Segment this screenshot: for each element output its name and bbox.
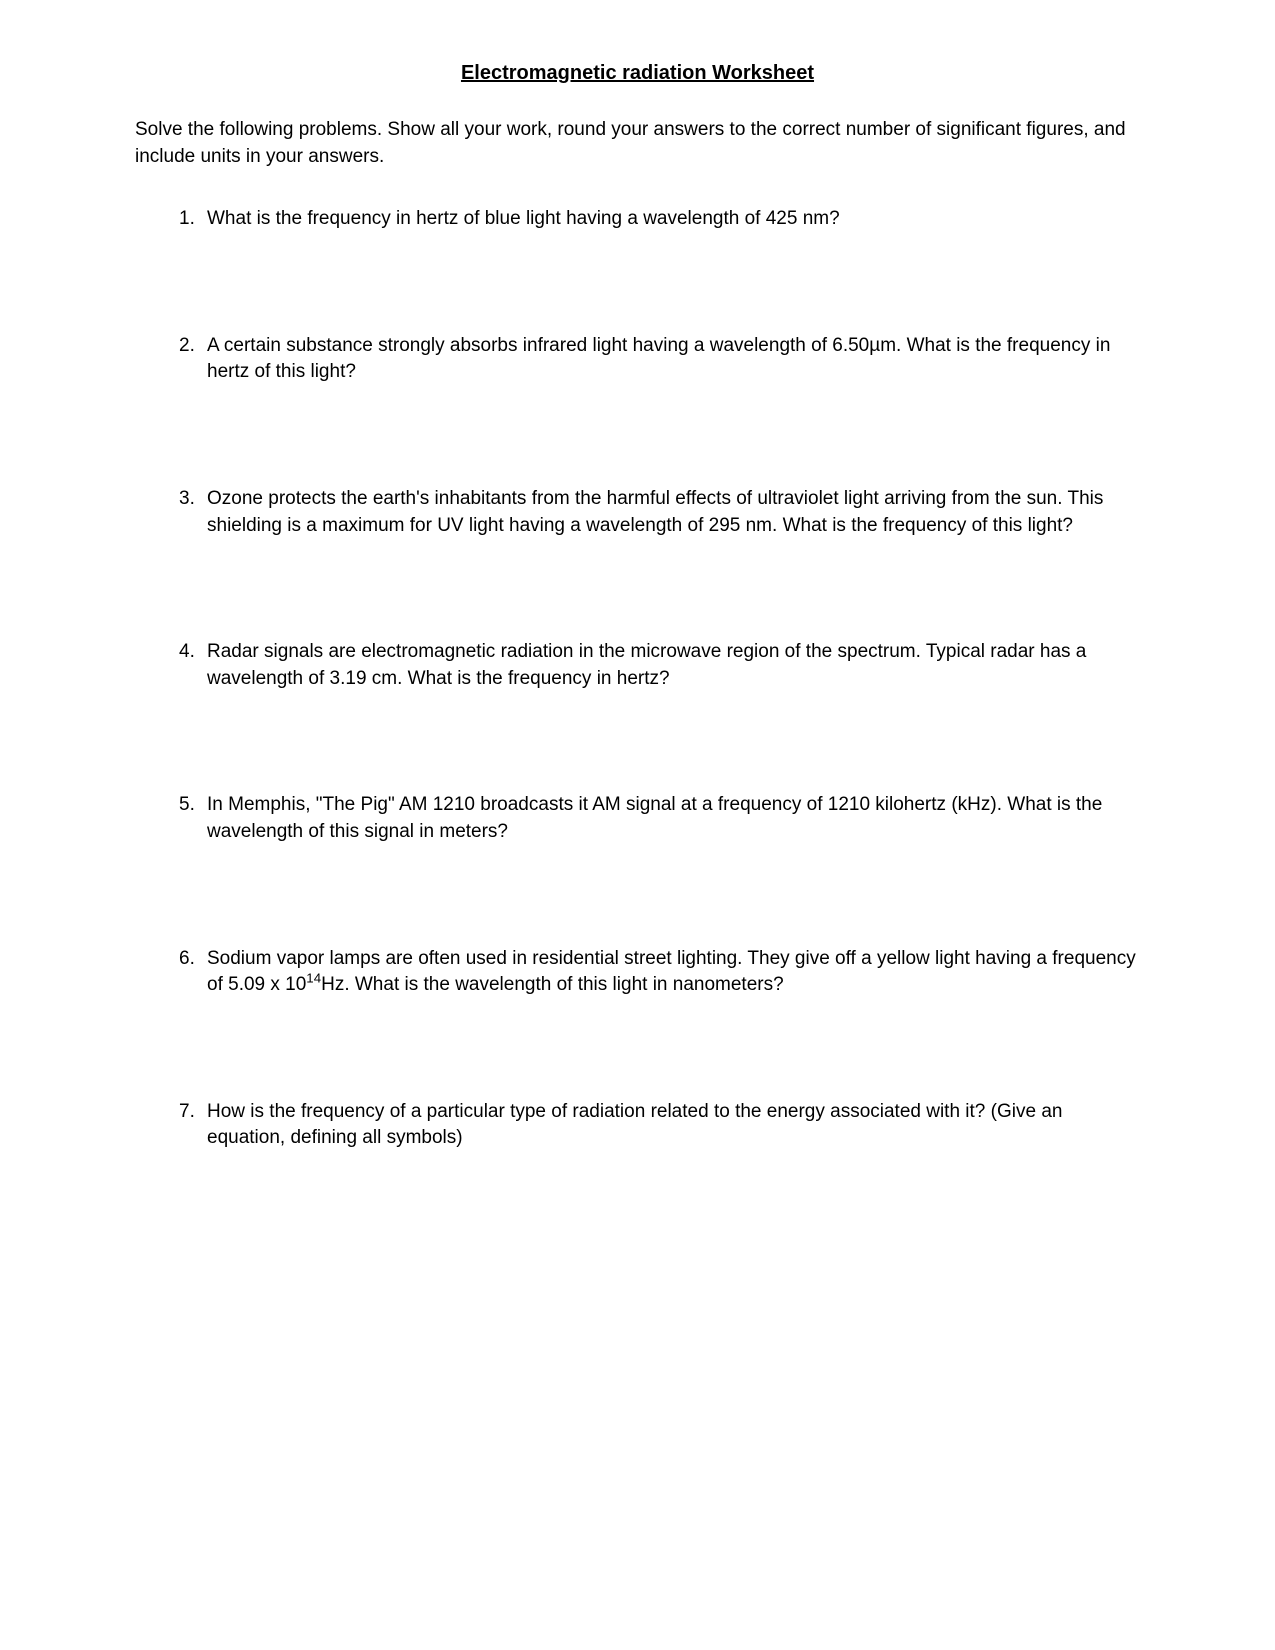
problem-text: How is the frequency of a particular typ… [207, 1101, 1062, 1149]
problem-number: 7. [179, 1099, 195, 1126]
problem-text: Ozone protects the earth's inhabitants f… [207, 488, 1103, 536]
problem-text: In Memphis, "The Pig" AM 1210 broadcasts… [207, 794, 1102, 842]
problem-item: 4. Radar signals are electromagnetic radi… [179, 639, 1140, 692]
problem-text: Radar signals are electromagnetic radiat… [207, 641, 1086, 689]
problem-text: A certain substance strongly absorbs inf… [207, 335, 1110, 383]
problem-item: 1. What is the frequency in hertz of blue… [179, 206, 1140, 233]
problem-item: 2. A certain substance strongly absorbs i… [179, 333, 1140, 386]
problem-number: 3. [179, 486, 195, 513]
problem-text: Sodium vapor lamps are often used in res… [207, 948, 1136, 996]
problem-number: 5. [179, 792, 195, 819]
problem-number: 1. [179, 206, 195, 233]
problem-number: 4. [179, 639, 195, 666]
problem-item: 7. How is the frequency of a particular t… [179, 1099, 1140, 1152]
problem-item: 6. Sodium vapor lamps are often used in r… [179, 946, 1140, 999]
worksheet-title: Electromagnetic radiation Worksheet [135, 60, 1140, 87]
problem-list: 1. What is the frequency in hertz of blue… [135, 206, 1140, 1152]
problem-number: 2. [179, 333, 195, 360]
problem-item: 3. Ozone protects the earth's inhabitants… [179, 486, 1140, 539]
instructions-text: Solve the following problems. Show all y… [135, 117, 1140, 170]
problem-text: What is the frequency in hertz of blue l… [207, 208, 840, 229]
problem-number: 6. [179, 946, 195, 973]
problem-item: 5. In Memphis, "The Pig" AM 1210 broadcas… [179, 792, 1140, 845]
